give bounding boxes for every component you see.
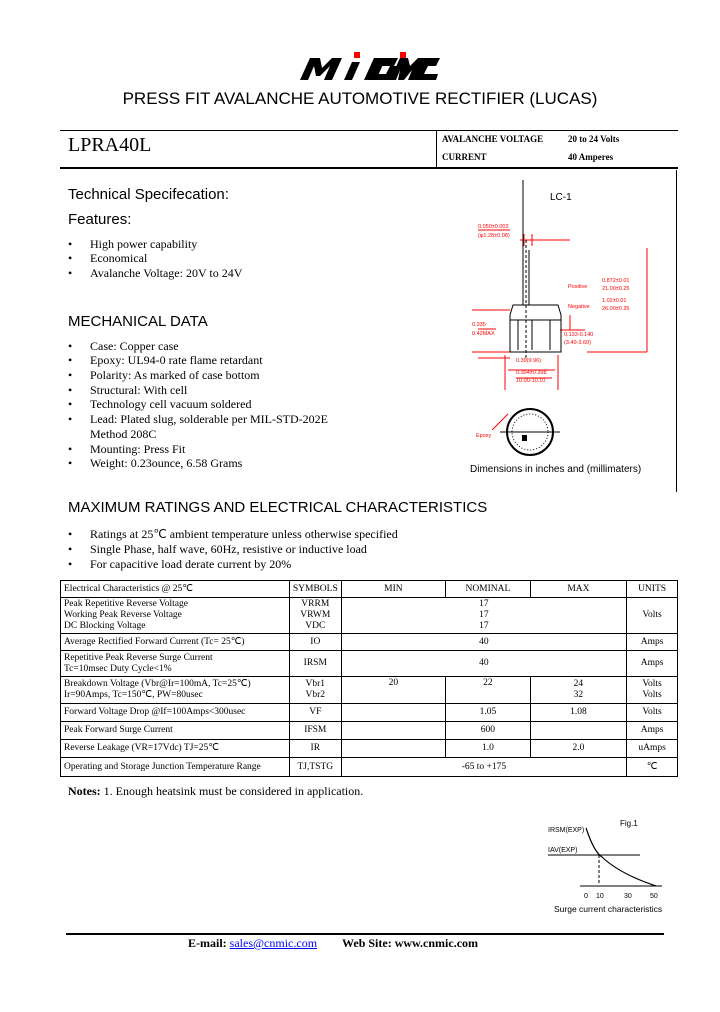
svg-text:Positive: Positive	[568, 284, 587, 290]
svg-text:0.394±0.398: 0.394±0.398	[516, 370, 547, 376]
summary-label: AVALANCHE VOLTAGE	[442, 134, 544, 144]
table-row: Peak Repetitive Reverse Voltage Working P…	[60, 597, 678, 634]
footer: E-mail: sales@cnmic.com Web Site: www.cn…	[188, 936, 479, 950]
svg-text:0.335: 0.335	[472, 322, 486, 328]
svg-text:1.02±0.01: 1.02±0.01	[602, 298, 626, 304]
package-diagram: LC-1 0.050±0.003 (φ1.28±0.08) Positive N…	[470, 180, 648, 475]
mech-item: • Case: Copper case	[68, 339, 179, 353]
ratings-note: • Ratings at 25℃ ambient temperature unle…	[68, 527, 398, 541]
package-name: LC-1	[550, 192, 572, 203]
svg-text:0.42MAX: 0.42MAX	[472, 331, 495, 337]
mic-logo	[300, 52, 440, 80]
ratings-note: • For capacitive load derate current by 2…	[68, 557, 292, 571]
feature-item: • Avalanche Voltage: 20V to 24V	[68, 266, 243, 280]
table-row: Reverse Leakage (VR=17Vdc) TJ=25℃ IR 1.0 2.…	[60, 739, 678, 758]
website-link[interactable]: www.cnmic.com	[394, 936, 479, 950]
summary-label: CURRENT	[442, 152, 487, 162]
ratings-note: • Single Phase, half wave, 60Hz, resistiv…	[68, 542, 367, 556]
surge-current-figure: Fig.1 IRSM(EXP) IAV(EXP) 0 10 30 50 Surg…	[548, 819, 662, 914]
table-row: Forward Voltage Drop @If=100Amps<300usec…	[60, 703, 678, 722]
mech-item: • Mounting: Press Fit	[68, 442, 186, 456]
email-link[interactable]: sales@cnmic.com	[229, 936, 318, 950]
svg-text:0.133-0.140: 0.133-0.140	[564, 332, 593, 338]
feature-item: • High power capability	[68, 237, 198, 251]
tech-spec-heading: Technical Specifecation:	[68, 186, 229, 203]
mech-item: • Technology cell vacuum soldered	[68, 397, 252, 411]
mech-item: • Structural: With cell	[68, 383, 188, 397]
part-number: LPRA40L	[68, 134, 152, 156]
table-row: Peak Forward Surge Current IFSM 600 Amps	[60, 721, 678, 740]
summary-value: 40 Amperes	[568, 152, 614, 162]
mech-item: • Polarity: As marked of case bottom	[68, 368, 260, 382]
mech-item: • Lead: Plated slug, solderable per MIL-S…	[68, 412, 328, 426]
diagram-caption: Dimensions in inches and (millimaters)	[470, 464, 641, 475]
mech-item: Method 208C	[90, 427, 157, 441]
svg-text:Epoxy: Epoxy	[476, 433, 492, 439]
svg-text:0.050±0.003: 0.050±0.003	[478, 224, 509, 230]
svg-text:21.00±0.25: 21.00±0.25	[602, 286, 630, 292]
table-header-row: Electrical Characteristics @ 25℃ SYMBOLS M…	[60, 580, 678, 598]
table-row: Average Rectified Forward Current (Tc= 2…	[60, 633, 678, 651]
fig-tick: 10	[596, 893, 604, 900]
svg-text:0.872±0.01: 0.872±0.01	[602, 278, 630, 284]
fig-curve	[585, 827, 657, 887]
fig-tick: 0	[584, 893, 588, 900]
fig-label-irsm: IRSM(EXP)	[548, 827, 584, 834]
mech-item: • Epoxy: UL94-0 rate flame retardant	[68, 353, 263, 367]
feature-item: • Economical	[68, 251, 148, 265]
notes: Notes: 1. Enough heatsink must be consid…	[68, 784, 364, 798]
table-row: Operating and Storage Junction Temperatu…	[60, 757, 678, 777]
fig-tick: 30	[624, 893, 632, 900]
summary-value: 20 to 24 Volts	[568, 134, 620, 144]
svg-text:(3.40-3.60): (3.40-3.60)	[564, 340, 591, 346]
svg-text:26.00±0.25: 26.00±0.25	[602, 306, 630, 312]
fig-label-iav: IAV(EXP)	[548, 847, 577, 854]
svg-text:0.39(9.96): 0.39(9.96)	[516, 358, 541, 364]
mechanical-heading: MECHANICAL DATA	[68, 313, 208, 330]
fig-tick: 50	[650, 893, 658, 900]
svg-text:10.00-10.10: 10.00-10.10	[516, 378, 545, 384]
document-title: PRESS FIT AVALANCHE AUTOMOTIVE RECTIFIER…	[122, 89, 598, 108]
svg-text:Negative: Negative	[568, 304, 590, 310]
svg-text:(φ1.28±0.08): (φ1.28±0.08)	[478, 233, 510, 239]
ratings-heading: MAXIMUM RATINGS AND ELECTRICAL CHARACTER…	[68, 499, 488, 516]
table-row: Repetitive Peak Reverse Surge Current Tc=…	[60, 650, 678, 677]
table-row: Breakdown Voltage (Vbr@Ir=100mA, Tc=25℃)…	[60, 676, 678, 704]
features-heading: Features:	[68, 211, 132, 228]
fig-title: Fig.1	[620, 819, 638, 828]
electrical-characteristics-table: Electrical Characteristics @ 25℃ SYMBOLS M…	[60, 580, 678, 777]
fig-caption: Surge current characteristics	[554, 904, 662, 914]
mech-item: • Weight: 0.23ounce, 6.58 Grams	[68, 456, 243, 470]
